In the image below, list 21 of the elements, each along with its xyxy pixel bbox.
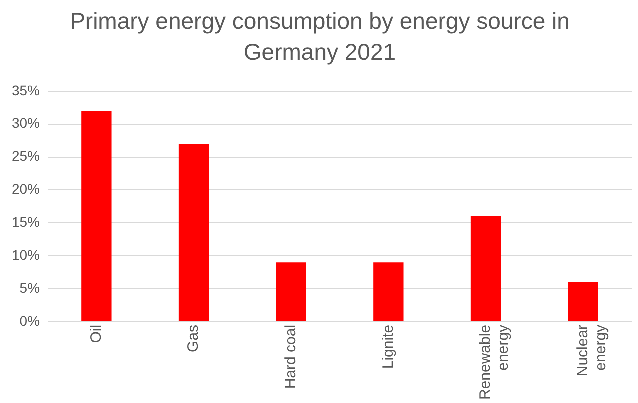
bar xyxy=(82,111,112,322)
bar xyxy=(178,144,210,322)
x-tick-label: Renewable energy xyxy=(477,324,512,400)
y-tick-label: 0% xyxy=(20,312,40,329)
x-tick-label: Oil xyxy=(88,324,105,344)
y-tick-label: 35% xyxy=(12,82,40,98)
y-tick-label: 15% xyxy=(12,214,40,230)
y-tick-label: 20% xyxy=(12,181,40,198)
chart-title: Primary energy consumption by energy source in Germany 2021 xyxy=(69,7,571,67)
bar xyxy=(276,262,306,322)
y-tick-label: 5% xyxy=(20,280,40,296)
x-tick-label: Nuclear energy xyxy=(574,324,610,377)
x-tick-label: Hard coal xyxy=(282,324,300,390)
y-tick-label: 10% xyxy=(12,246,40,263)
y-tick-label: 30% xyxy=(12,115,40,132)
bar xyxy=(374,262,404,322)
x-tick-label: Lignite xyxy=(380,324,397,370)
y-tick-label: 25% xyxy=(12,148,40,164)
x-tick-label: Gas xyxy=(185,324,202,352)
bar xyxy=(470,216,502,322)
bar xyxy=(568,282,598,322)
